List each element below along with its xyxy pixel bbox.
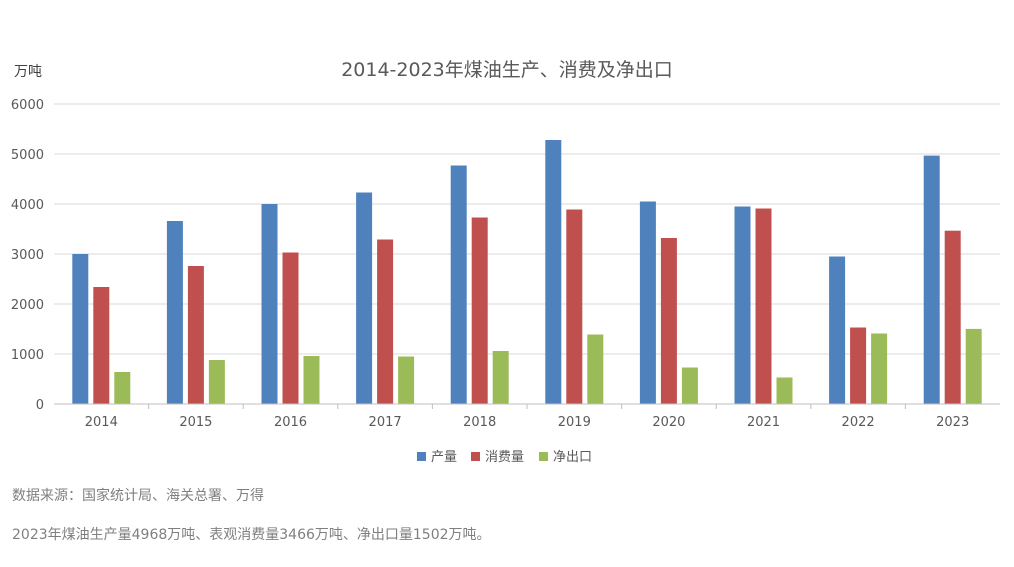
bar-2020-2: [681, 367, 698, 404]
chart-title: 2014-2023年煤油生产、消费及净出口: [341, 59, 673, 81]
bar-2018-0: [450, 165, 467, 404]
x-tick-label: 2020: [652, 415, 685, 430]
x-tick-label: 2021: [747, 415, 780, 430]
x-axis: 2014 2015 2016 2017 2018 2019 2020 2021 2022 2023: [54, 403, 1000, 430]
bar-2022-0: [829, 256, 846, 404]
legend-label: 净出口: [553, 450, 592, 465]
legend-swatch: [417, 452, 426, 461]
y-tick-label: 0: [36, 398, 44, 413]
y-tick-label: 1000: [11, 348, 44, 363]
bar-2021-1: [755, 208, 772, 404]
bar-2023-0: [923, 155, 940, 404]
y-tick-label: 4000: [11, 198, 44, 213]
source-note: 数据来源：国家统计局、海关总署、万得: [12, 488, 264, 504]
x-tick-label: 2023: [936, 415, 969, 430]
y-tick-label: 5000: [11, 148, 44, 163]
bar-2020-1: [660, 238, 677, 404]
bar-2014-0: [72, 254, 89, 404]
x-tick-label: 2019: [558, 415, 591, 430]
y-axis: 0 1000 2000 3000 4000 5000 6000: [11, 98, 44, 413]
bar-2019-0: [545, 140, 562, 404]
bar-2023-1: [944, 230, 961, 404]
bar-2021-0: [734, 206, 751, 404]
bar-chart: 2014-2023年煤油生产、消费及净出口 万吨 0 1000 2000 3000 40…: [11, 59, 1000, 465]
bar-2017-0: [356, 192, 373, 404]
summary-note: 2023年煤油生产量4968万吨、表观消费量3466万吨、净出口量1502万吨。: [12, 527, 491, 543]
legend-swatch: [539, 452, 548, 461]
x-tick-label: 2017: [369, 415, 402, 430]
y-tick-label: 2000: [11, 298, 44, 313]
bars: [72, 140, 982, 404]
bar-2022-2: [871, 333, 888, 404]
bar-2014-2: [114, 372, 131, 404]
bar-2015-0: [166, 221, 183, 404]
bar-2017-1: [377, 239, 394, 404]
bar-2016-2: [303, 356, 320, 404]
bar-2022-1: [850, 327, 867, 404]
legend: 产量 消费量 净出口: [417, 450, 592, 465]
legend-swatch: [471, 452, 480, 461]
x-tick-label: 2014: [85, 415, 118, 430]
x-tick-label: 2022: [842, 415, 875, 430]
x-tick-label: 2015: [179, 415, 212, 430]
bar-2016-1: [282, 252, 299, 404]
bar-2016-0: [261, 204, 278, 404]
y-tick-label: 6000: [11, 98, 44, 113]
bar-2018-1: [471, 217, 488, 404]
bar-2018-2: [492, 351, 509, 404]
bar-2019-2: [587, 334, 604, 404]
bar-2015-2: [208, 360, 225, 404]
bar-2020-0: [639, 201, 656, 404]
legend-label: 消费量: [485, 450, 524, 465]
y-axis-unit-label: 万吨: [14, 64, 42, 80]
bar-2019-1: [566, 209, 583, 404]
bar-2014-1: [93, 287, 110, 404]
legend-label: 产量: [431, 450, 457, 465]
bar-2021-2: [776, 377, 793, 404]
y-tick-label: 3000: [11, 248, 44, 263]
bar-2015-1: [187, 266, 204, 404]
x-tick-label: 2016: [274, 415, 307, 430]
bar-2017-2: [398, 356, 415, 404]
x-tick-label: 2018: [463, 415, 496, 430]
bar-2023-2: [965, 328, 982, 404]
